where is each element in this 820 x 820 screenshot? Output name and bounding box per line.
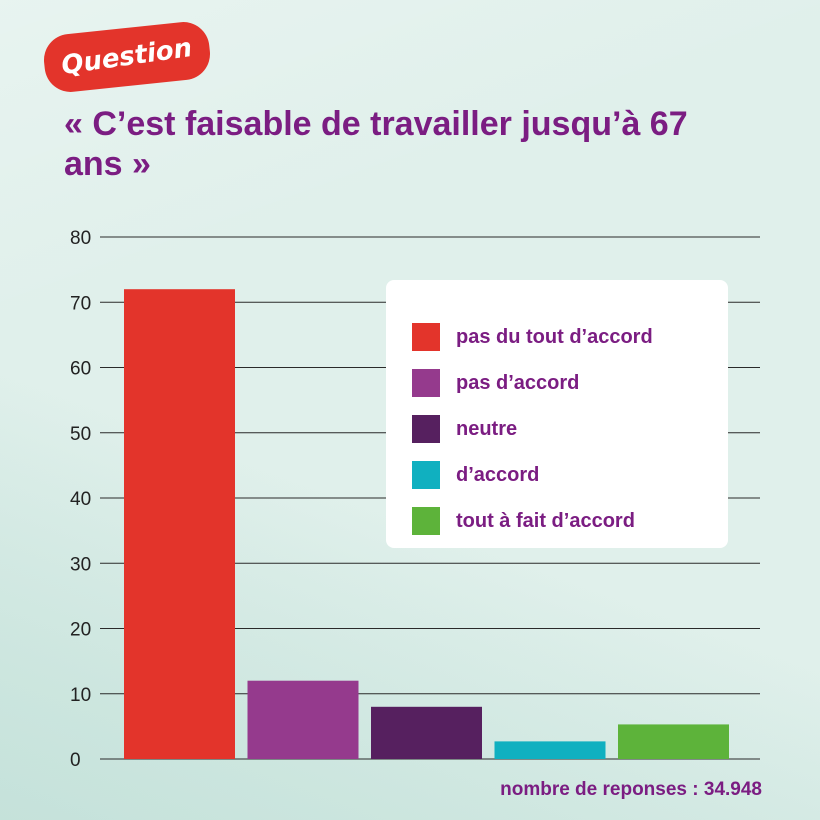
y-tick-label: 0 — [70, 750, 81, 771]
bar-4 — [618, 724, 729, 759]
legend-label: pas d’accord — [456, 371, 580, 394]
bar-3 — [494, 741, 606, 759]
y-tick-label: 60 — [70, 359, 91, 380]
legend-item: pas du tout d’accord — [412, 314, 728, 360]
chart-legend: pas du tout d’accord pas d’accord neutre d’… — [386, 280, 728, 548]
y-tick-label: 30 — [70, 554, 91, 575]
legend-swatch — [412, 461, 440, 489]
legend-swatch — [412, 507, 440, 535]
bar-0 — [124, 289, 235, 759]
legend-label: pas du tout d’accord — [456, 325, 653, 348]
legend-item: d’accord — [412, 452, 728, 498]
legend-item: tout à fait d’accord — [412, 498, 728, 544]
legend-label: tout à fait d’accord — [456, 509, 635, 532]
bar-1 — [247, 680, 359, 759]
legend-swatch — [412, 369, 440, 397]
y-tick-label: 70 — [70, 293, 91, 314]
y-tick-label: 50 — [70, 424, 91, 445]
legend-item: neutre — [412, 406, 728, 452]
y-tick-label: 40 — [70, 489, 91, 510]
legend-label: neutre — [456, 417, 518, 440]
y-tick-label: 20 — [70, 620, 91, 641]
legend-swatch — [412, 415, 440, 443]
bar-2 — [371, 706, 482, 759]
legend-label: d’accord — [456, 463, 540, 486]
page-title: « C’est faisable de travailler jusqu’à 6… — [64, 105, 688, 183]
legend-swatch — [412, 323, 440, 351]
response-count: nombre de reponses : 34.948 — [500, 779, 762, 800]
y-tick-label: 10 — [70, 685, 91, 706]
y-tick-label: 80 — [70, 228, 91, 249]
legend-item: pas d’accord — [412, 360, 728, 406]
